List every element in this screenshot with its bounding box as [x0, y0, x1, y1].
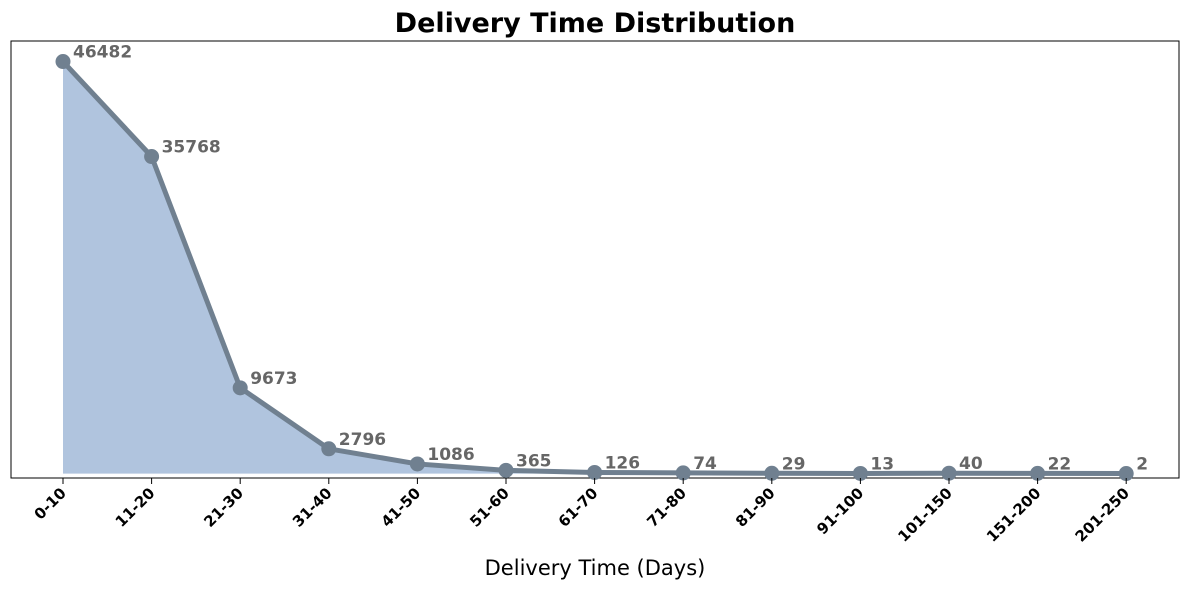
data-label: 35768	[162, 138, 221, 158]
x-axis-ticks: 0-10 11-20 21-30 31-40 41-50 51-60 61-70 71-80 8…	[31, 478, 1133, 546]
x-tick-label: 91-100	[813, 484, 867, 538]
data-point	[587, 464, 603, 480]
data-label: 22	[1048, 454, 1072, 474]
data-point	[321, 441, 337, 457]
x-tick-label: 21-30	[200, 484, 247, 531]
x-tick-label: 201-250	[1072, 484, 1133, 545]
data-label: 29	[782, 454, 806, 474]
data-point	[852, 465, 868, 481]
data-point	[232, 380, 248, 396]
data-point	[144, 149, 160, 165]
data-point	[675, 465, 691, 481]
x-tick-label: 81-90	[732, 484, 779, 531]
data-label: 46482	[73, 43, 132, 63]
x-tick-label: 71-80	[643, 484, 690, 531]
data-point	[941, 465, 957, 481]
x-tick-label: 11-20	[112, 484, 159, 531]
data-label: 40	[959, 454, 983, 474]
data-label: 9673	[250, 369, 297, 389]
x-tick-label: 31-40	[289, 484, 336, 531]
area-fill	[63, 61, 1127, 474]
data-label: 2796	[339, 430, 386, 450]
data-point	[55, 54, 71, 70]
point-layer	[55, 54, 1134, 482]
data-label: 2	[1136, 455, 1148, 475]
x-tick-label: 61-70	[555, 484, 602, 531]
data-label: 365	[516, 451, 552, 471]
x-tick-label: 101-150	[894, 484, 955, 545]
x-tick-label: 41-50	[378, 484, 425, 531]
data-label: 13	[870, 454, 894, 474]
data-label: 74	[693, 454, 717, 474]
x-tick-label: 0-10	[31, 484, 70, 523]
data-point	[1030, 465, 1046, 481]
data-label: 1086	[427, 445, 474, 465]
data-point	[498, 462, 514, 478]
data-label: 126	[605, 453, 641, 473]
area-layer	[63, 61, 1127, 474]
x-tick-label: 51-60	[466, 484, 513, 531]
data-point	[1118, 466, 1134, 482]
x-axis-label: Delivery Time (Days)	[485, 556, 706, 580]
data-point	[409, 456, 425, 472]
data-point	[764, 465, 780, 481]
x-tick-label: 151-200	[983, 484, 1044, 545]
chart-title: Delivery Time Distribution	[395, 8, 796, 39]
